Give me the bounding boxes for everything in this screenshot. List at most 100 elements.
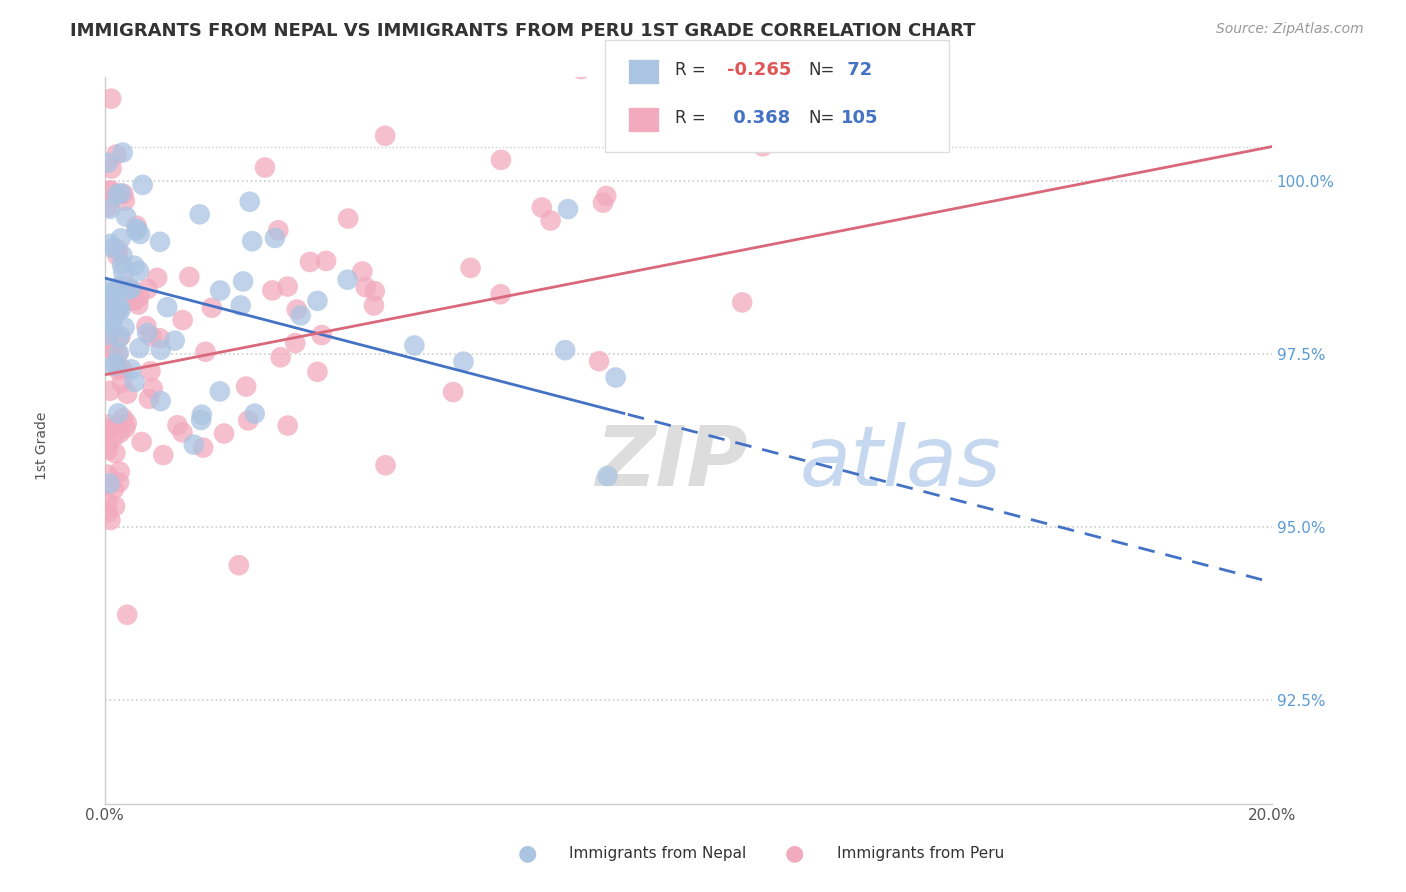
Point (152, 448, 174, 462)
Point (114, 421, 136, 435)
Point (128, 264, 150, 278)
Point (114, 278, 136, 293)
Point (489, 153, 512, 167)
Point (103, 430, 125, 444)
Point (290, 309, 312, 323)
Point (136, 326, 159, 340)
Text: R =: R = (675, 109, 711, 127)
Text: N=: N= (808, 61, 835, 78)
Point (229, 298, 252, 312)
Point (232, 275, 254, 289)
Text: R =: R = (675, 61, 711, 78)
Point (110, 303, 132, 318)
Point (201, 301, 224, 315)
Point (125, 222, 148, 236)
Point (108, 465, 131, 479)
Point (779, 12, 801, 27)
Point (540, 213, 562, 227)
Point (107, 347, 129, 361)
Text: 1st Grade: 1st Grade (35, 412, 49, 480)
Point (142, 381, 165, 395)
Point (149, 235, 172, 249)
Point (97, 506, 120, 520)
Point (97, 301, 120, 315)
Point (172, 425, 194, 440)
Text: 105: 105 (841, 109, 879, 127)
Point (374, 128, 396, 143)
Point (277, 279, 299, 293)
Point (100, 299, 122, 313)
Point (104, 303, 127, 318)
Text: Immigrants from Peru: Immigrants from Peru (837, 847, 1004, 861)
Point (110, 231, 132, 245)
Point (107, 243, 129, 257)
Point (209, 284, 232, 298)
Point (588, 354, 610, 368)
Point (267, 223, 290, 237)
Point (441, 385, 464, 400)
Point (104, 284, 127, 298)
Point (100, 183, 122, 197)
Point (146, 270, 169, 285)
Point (731, 295, 754, 310)
Text: Immigrants from Nepal: Immigrants from Nepal (569, 847, 747, 861)
Point (97, 417, 120, 432)
Point (103, 359, 125, 373)
Point (110, 329, 132, 343)
Point (354, 280, 377, 294)
Point (193, 441, 215, 455)
Point (98, 236, 121, 251)
Point (114, 194, 136, 208)
Point (124, 293, 146, 307)
Point (108, 330, 131, 344)
Point (97, 422, 120, 436)
Point (149, 343, 172, 357)
Point (98, 202, 121, 216)
Point (100, 161, 122, 176)
Point (595, 189, 617, 203)
Point (124, 259, 146, 273)
Point (238, 413, 260, 427)
Point (100, 92, 122, 106)
Point (270, 351, 292, 365)
Point (111, 145, 134, 160)
Point (188, 207, 211, 221)
Point (118, 283, 141, 297)
Point (98, 342, 121, 356)
Point (128, 341, 150, 355)
Point (592, 195, 614, 210)
Point (363, 298, 385, 312)
Point (166, 418, 188, 433)
Point (97, 184, 120, 198)
Point (97, 301, 120, 316)
Point (104, 293, 127, 307)
Point (107, 363, 129, 377)
Point (298, 255, 321, 269)
Point (554, 343, 576, 358)
Point (97, 422, 120, 436)
Point (111, 411, 134, 425)
Point (131, 435, 153, 450)
Point (120, 362, 142, 376)
Point (103, 482, 125, 496)
Point (741, 98, 763, 112)
Point (97, 156, 120, 170)
Point (115, 416, 138, 430)
Point (315, 254, 337, 268)
Point (364, 284, 387, 298)
Point (98, 384, 121, 398)
Text: Source: ZipAtlas.com: Source: ZipAtlas.com (1216, 22, 1364, 37)
Point (337, 211, 360, 226)
Point (125, 219, 148, 233)
Point (489, 287, 512, 301)
Point (253, 161, 276, 175)
Point (107, 303, 129, 318)
Point (122, 284, 145, 298)
Point (108, 425, 131, 440)
Point (262, 284, 284, 298)
Point (374, 458, 396, 473)
Point (115, 210, 138, 224)
Point (104, 285, 127, 299)
Point (752, 139, 775, 153)
Point (103, 304, 125, 318)
